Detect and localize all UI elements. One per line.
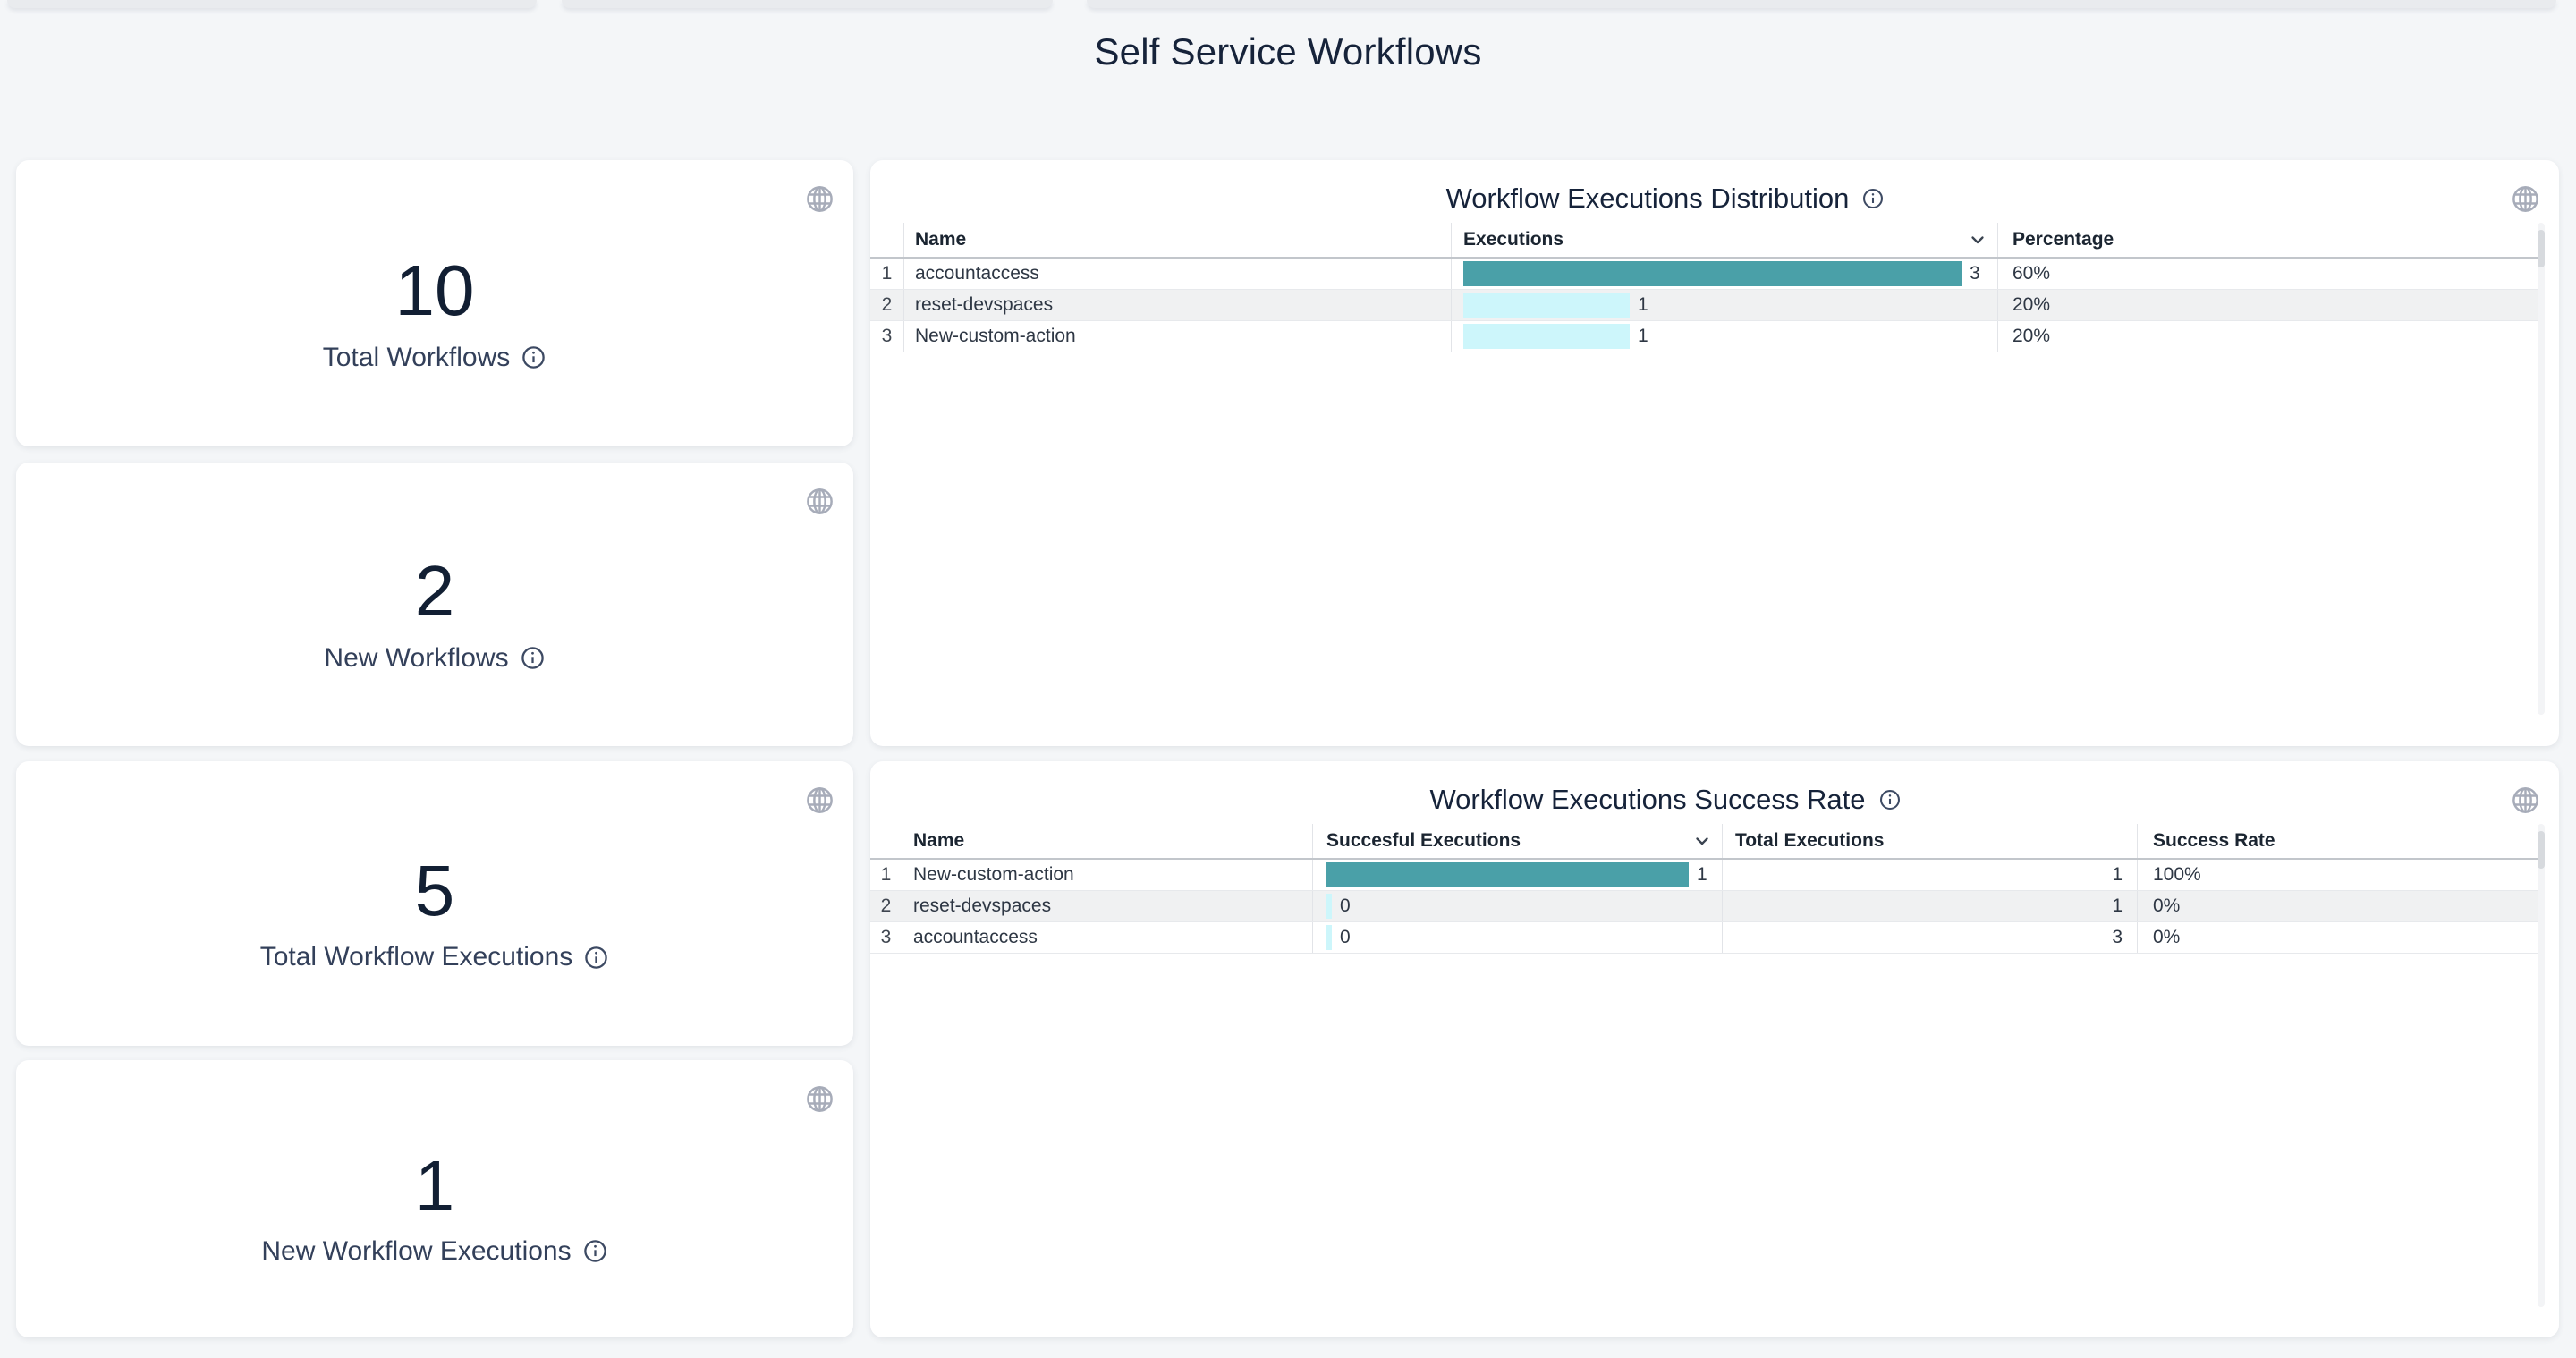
stat-value: 5 — [414, 850, 455, 930]
table-scrollbar[interactable] — [2538, 824, 2545, 1307]
cell-name: reset-devspaces — [902, 891, 1312, 921]
cell-total-executions: 1 — [1722, 860, 2137, 890]
column-header-percentage[interactable]: Percentage — [2012, 229, 2114, 250]
cell-percentage: 60% — [1997, 259, 2545, 289]
globe-icon[interactable] — [2510, 785, 2541, 816]
bar-value: 1 — [1638, 294, 1648, 315]
cell-success-rate: 100% — [2137, 860, 2545, 890]
success-rate-table: Name Succesful Executions Total Executio… — [870, 824, 2545, 954]
execution-bar — [1463, 261, 1962, 286]
cell-successful-bar: 1 — [1312, 860, 1722, 890]
info-icon[interactable] — [1878, 788, 1902, 811]
bar-value: 1 — [1638, 326, 1648, 346]
table-row: 1 New-custom-action 1 1 100% — [870, 860, 2545, 891]
cell-percentage: 20% — [1997, 321, 2545, 352]
bar-value: 1 — [1697, 864, 1707, 885]
globe-icon[interactable] — [804, 1083, 835, 1115]
stat-card-total-workflow-executions: 5 Total Workflow Executions — [16, 761, 853, 1046]
panel-title: Workflow Executions Success Rate — [1429, 784, 1866, 815]
globe-icon[interactable] — [2510, 183, 2541, 215]
page-title: Self Service Workflows — [1094, 30, 1482, 72]
stat-value: 10 — [394, 250, 475, 330]
globe-icon[interactable] — [804, 785, 835, 816]
column-header-success-rate[interactable]: Success Rate — [2153, 830, 2275, 851]
execution-bar — [1326, 894, 1332, 919]
cell-executions-bar: 1 — [1451, 321, 1997, 352]
table-row: 2 reset-devspaces 0 1 0% — [870, 891, 2545, 922]
info-icon[interactable] — [520, 645, 546, 671]
bar-value: 0 — [1340, 895, 1351, 916]
column-header-name[interactable]: Name — [913, 830, 965, 851]
stat-value: 2 — [414, 551, 455, 632]
cell-executions-bar: 1 — [1451, 290, 1997, 320]
cell-successful-bar: 0 — [1312, 891, 1722, 921]
cell-name: accountaccess — [902, 922, 1312, 953]
cell-successful-bar: 0 — [1312, 922, 1722, 953]
cell-success-rate: 0% — [2137, 922, 2545, 953]
info-icon[interactable] — [583, 945, 609, 971]
table-header-row: Name Executions Percentage — [870, 223, 2545, 259]
table-row: 3 accountaccess 0 3 0% — [870, 922, 2545, 954]
column-header-name[interactable]: Name — [915, 229, 967, 250]
bar-value: 3 — [1970, 263, 1980, 284]
stat-label: Total Workflows — [322, 342, 511, 372]
cell-name: New-custom-action — [902, 860, 1312, 890]
info-icon[interactable] — [521, 344, 547, 370]
column-header-total-executions[interactable]: Total Executions — [1735, 830, 1885, 851]
panel-workflow-executions-distribution: Workflow Executions Distribution Name Ex… — [870, 160, 2559, 746]
cell-total-executions: 1 — [1722, 891, 2137, 921]
cell-percentage: 20% — [1997, 290, 2545, 320]
cell-name: reset-devspaces — [903, 290, 1451, 320]
column-header-successful-executions[interactable]: Succesful Executions — [1326, 830, 1521, 851]
bar-value: 0 — [1340, 927, 1351, 947]
table-row: 2 reset-devspaces 1 20% — [870, 290, 2545, 321]
stat-value: 1 — [414, 1146, 455, 1226]
globe-icon[interactable] — [804, 183, 835, 215]
stat-label: New Workflows — [324, 642, 509, 673]
chevron-down-icon[interactable] — [1691, 830, 1713, 852]
info-icon[interactable] — [1861, 187, 1885, 210]
cell-name: accountaccess — [903, 259, 1451, 289]
table-row: 3 New-custom-action 1 20% — [870, 321, 2545, 352]
column-header-executions[interactable]: Executions — [1463, 229, 1564, 250]
stat-card-total-workflows: 10 Total Workflows — [16, 160, 853, 446]
panel-title: Workflow Executions Distribution — [1445, 182, 1850, 214]
chevron-down-icon[interactable] — [1967, 229, 1988, 250]
stat-card-new-workflow-executions: 1 New Workflow Executions — [16, 1060, 853, 1337]
stat-label: Total Workflow Executions — [259, 942, 573, 972]
execution-bar — [1326, 925, 1332, 950]
cell-executions-bar: 3 — [1451, 259, 1997, 289]
execution-bar — [1463, 324, 1630, 349]
globe-icon[interactable] — [804, 486, 835, 517]
stat-card-new-workflows: 2 New Workflows — [16, 463, 853, 746]
stat-label: New Workflow Executions — [261, 1235, 572, 1266]
scrolled-card-remnant — [562, 0, 1053, 8]
execution-bar — [1326, 862, 1689, 887]
table-row: 1 accountaccess 3 60% — [870, 259, 2545, 290]
distribution-table: Name Executions Percentage 1 accountacce… — [870, 223, 2545, 352]
info-icon[interactable] — [582, 1238, 608, 1264]
cell-total-executions: 3 — [1722, 922, 2137, 953]
execution-bar — [1463, 293, 1630, 318]
scrolled-card-remnant — [7, 0, 537, 8]
cell-success-rate: 0% — [2137, 891, 2545, 921]
scrollbar-thumb[interactable] — [2538, 831, 2545, 869]
scrollbar-thumb[interactable] — [2538, 230, 2545, 267]
table-scrollbar[interactable] — [2538, 223, 2545, 715]
scrolled-card-remnant — [1087, 0, 2556, 8]
table-header-row: Name Succesful Executions Total Executio… — [870, 824, 2545, 860]
cell-name: New-custom-action — [903, 321, 1451, 352]
panel-workflow-executions-success-rate: Workflow Executions Success Rate Name Su… — [870, 761, 2559, 1337]
